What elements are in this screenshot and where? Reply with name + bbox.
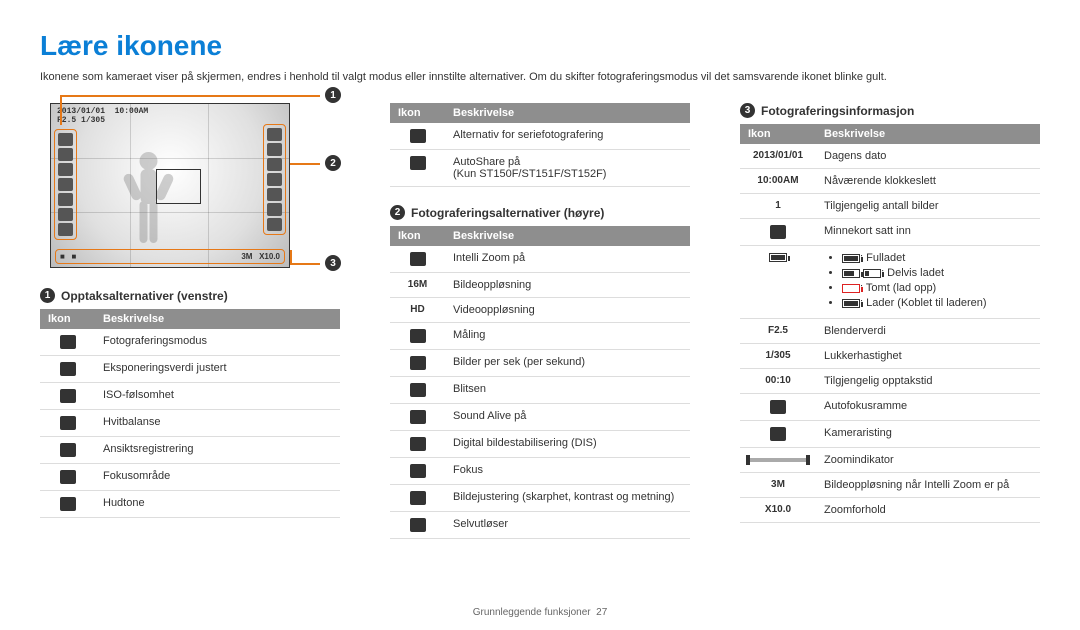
table-row: Fokus bbox=[390, 458, 690, 485]
table-row: Digital bildestabilisering (DIS) bbox=[390, 431, 690, 458]
preview-left-icon bbox=[58, 193, 73, 206]
table-row: Sound Alive på bbox=[390, 404, 690, 431]
preview-topline: 2013/01/01 10:00AM F2.5 1/305 bbox=[57, 107, 148, 125]
table-row: Blitsen bbox=[390, 377, 690, 404]
intro-text: Ikonene som kameraet viser på skjermen, … bbox=[40, 70, 1040, 85]
table-row: Bilder per sek (per sekund) bbox=[390, 350, 690, 377]
table-row: Autofokusramme bbox=[740, 394, 1040, 421]
table-row: 3MBildeoppløsning når Intelli Zoom er på bbox=[740, 473, 1040, 498]
table-row: 16MBildeoppløsning bbox=[390, 273, 690, 298]
table-row: 1/305Lukkerhastighet bbox=[740, 344, 1040, 369]
zoom-bar-icon bbox=[748, 458, 808, 462]
preview-left-icons bbox=[54, 129, 77, 240]
battery-icon bbox=[769, 253, 787, 262]
table-row: Selvutløser bbox=[390, 512, 690, 539]
preview-left-icon bbox=[58, 208, 73, 221]
generic-icon bbox=[60, 389, 76, 403]
table-row: X10.0Zoomforhold bbox=[740, 498, 1040, 523]
preview-right-icon bbox=[267, 173, 282, 186]
callout-num-2: 2 bbox=[325, 155, 341, 171]
table-section1b: IkonBeskrivelse Alternativ for seriefoto… bbox=[390, 103, 690, 187]
table-row: Bildejustering (skarphet, kontrast og me… bbox=[390, 485, 690, 512]
callout-num-1: 1 bbox=[325, 87, 341, 103]
generic-icon bbox=[770, 400, 786, 414]
preview-right-icon bbox=[267, 158, 282, 171]
table-row: 10:00AMNåværende klokkeslett bbox=[740, 169, 1040, 194]
section2-head: 2 Fotograferingsalternativer (høyre) bbox=[390, 205, 690, 220]
table-row: ISO-følsomhet bbox=[40, 383, 340, 410]
generic-icon bbox=[60, 497, 76, 511]
generic-icon bbox=[410, 156, 426, 170]
footer: Grunnleggende funksjoner 27 bbox=[0, 607, 1080, 618]
table-row: Hudtone bbox=[40, 491, 340, 518]
section1-head: 1 Opptaksalternativer (venstre) bbox=[40, 288, 340, 303]
table-row: Minnekort satt inn bbox=[740, 219, 1040, 246]
table-row: 00:10Tilgjengelig opptakstid bbox=[740, 369, 1040, 394]
preview-right-icon bbox=[267, 143, 282, 156]
generic-icon bbox=[410, 464, 426, 478]
preview-left-icon bbox=[58, 223, 73, 236]
table-row: Intelli Zoom på bbox=[390, 246, 690, 273]
preview-right-icons bbox=[263, 124, 286, 235]
table-row: Zoomindikator bbox=[740, 448, 1040, 473]
generic-icon bbox=[410, 129, 426, 143]
table-section3: IkonBeskrivelse 2013/01/01Dagens dato10:… bbox=[740, 124, 1040, 523]
table-row: Eksponeringsverdi justert bbox=[40, 356, 340, 383]
section3-head: 3 Fotograferingsinformasjon bbox=[740, 103, 1040, 118]
page-title: Lære ikonene bbox=[40, 30, 1040, 62]
preview-right-icon bbox=[267, 218, 282, 231]
generic-icon bbox=[770, 427, 786, 441]
generic-icon bbox=[770, 225, 786, 239]
table-row: Måling bbox=[390, 323, 690, 350]
preview-bottom-bar: ■ ■ 3M X10.0 bbox=[55, 249, 285, 264]
table-row: Alternativ for seriefotografering bbox=[390, 123, 690, 150]
preview-right-icon bbox=[267, 203, 282, 216]
generic-icon bbox=[410, 491, 426, 505]
table-row: Hvitbalanse bbox=[40, 410, 340, 437]
camera-preview: 2013/01/01 10:00AM F2.5 1/305 ■ ■ 3M bbox=[50, 103, 290, 268]
table-row: HDVideooppløsning bbox=[390, 298, 690, 323]
preview-right-icon bbox=[267, 188, 282, 201]
generic-icon bbox=[60, 362, 76, 376]
table-row: F2.5Blenderverdi bbox=[740, 319, 1040, 344]
generic-icon bbox=[410, 383, 426, 397]
table-row: Kameraristing bbox=[740, 421, 1040, 448]
preview-left-icon bbox=[58, 133, 73, 146]
table-row: AutoShare på(Kun ST150F/ST151F/ST152F) bbox=[390, 150, 690, 187]
generic-icon bbox=[60, 470, 76, 484]
camera-preview-wrap: 2013/01/01 10:00AM F2.5 1/305 ■ ■ 3M bbox=[50, 103, 340, 268]
column-middle: IkonBeskrivelse Alternativ for seriefoto… bbox=[390, 103, 690, 539]
table-row: Fotograferingsmodus bbox=[40, 329, 340, 356]
focus-frame bbox=[156, 169, 201, 204]
table-section2: IkonBeskrivelse Intelli Zoom på16MBildeo… bbox=[390, 226, 690, 539]
table-section1: IkonBeskrivelse FotograferingsmodusEkspo… bbox=[40, 309, 340, 518]
table-row: 2013/01/01Dagens dato bbox=[740, 144, 1040, 169]
generic-icon bbox=[410, 410, 426, 424]
preview-left-icon bbox=[58, 163, 73, 176]
generic-icon bbox=[410, 437, 426, 451]
table-row: : Fulladet : Delvis ladet: Tomt (lad opp… bbox=[740, 246, 1040, 319]
preview-right-icon bbox=[267, 128, 282, 141]
table-row: Ansiktsregistrering bbox=[40, 437, 340, 464]
preview-left-icon bbox=[58, 148, 73, 161]
generic-icon bbox=[60, 335, 76, 349]
table-row: 1Tilgjengelig antall bilder bbox=[740, 194, 1040, 219]
generic-icon bbox=[60, 443, 76, 457]
column-left: 2013/01/01 10:00AM F2.5 1/305 ■ ■ 3M bbox=[40, 103, 340, 539]
callout-num-3: 3 bbox=[325, 255, 341, 271]
generic-icon bbox=[410, 518, 426, 532]
generic-icon bbox=[60, 416, 76, 430]
generic-icon bbox=[410, 329, 426, 343]
generic-icon bbox=[410, 252, 426, 266]
column-right: 3 Fotograferingsinformasjon IkonBeskrive… bbox=[740, 103, 1040, 539]
table-row: Fokusområde bbox=[40, 464, 340, 491]
generic-icon bbox=[410, 356, 426, 370]
preview-left-icon bbox=[58, 178, 73, 191]
